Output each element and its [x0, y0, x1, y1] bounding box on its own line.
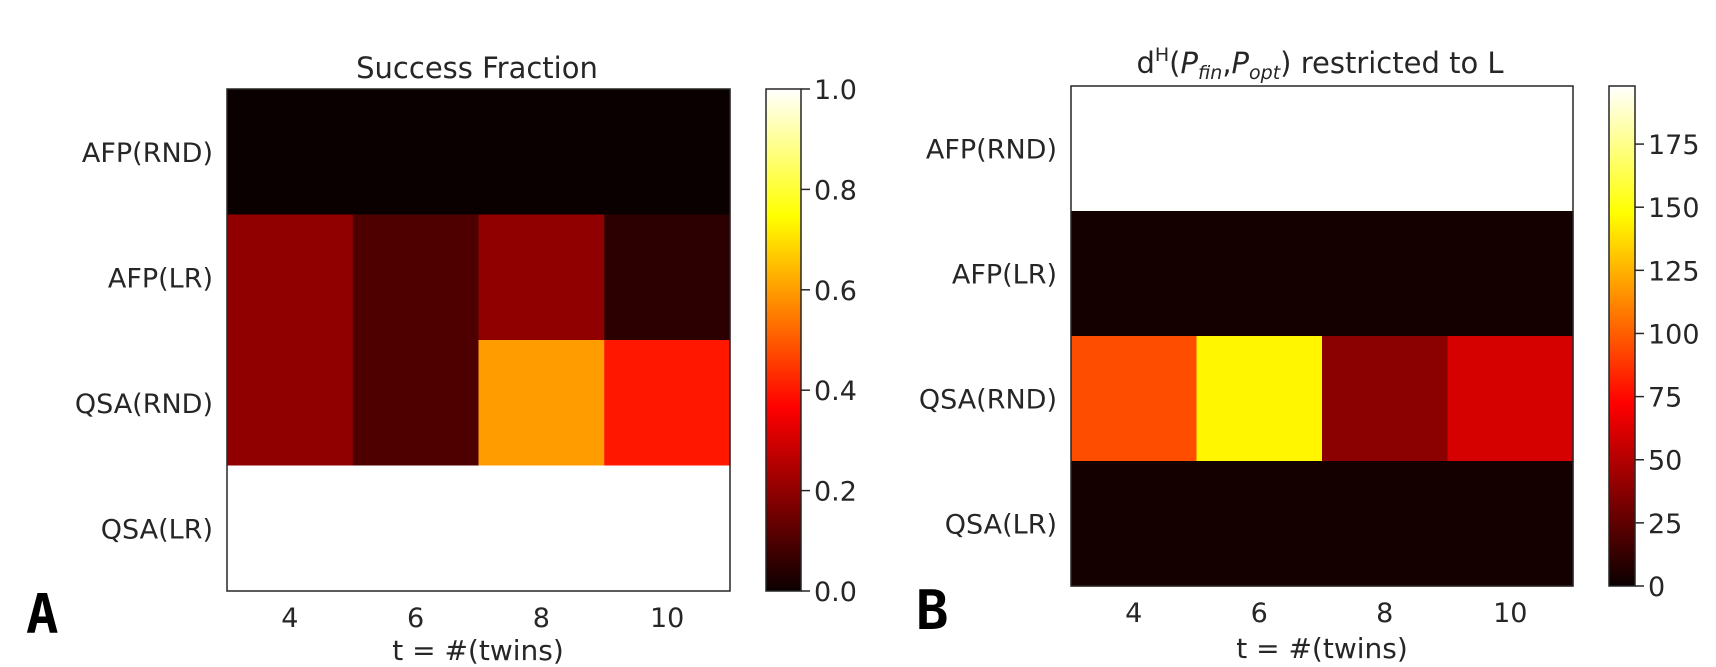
panel-a-y-axis: AFP(RND) AFP(LR) QSA(RND) QSA(LR)	[75, 138, 213, 546]
panel-a-cell-r0-c0	[227, 89, 354, 216]
panel-b-cell-r0-c3	[1447, 86, 1574, 212]
panel-b-cell-r1-c0	[1071, 211, 1198, 337]
panel-b-cell-r3-c0	[1071, 461, 1198, 587]
panel-a: Success Fraction AFP(RND) AFP(LR) QSA(RND)…	[26, 51, 857, 667]
panel-b-cell-r1-c1	[1196, 211, 1323, 337]
panel-a-x-axis: 4 6 8 10	[281, 603, 684, 634]
panel-b-plot-frame	[1070, 85, 1574, 587]
panel-a-letter: A	[26, 583, 59, 646]
panel-b-letter: B	[916, 579, 949, 642]
panel-a-colorbar-tick-label: 0.4	[814, 376, 857, 407]
panel-b-colorbar-tick-label: 150	[1648, 193, 1700, 224]
panel-a-cell-r2-c0	[227, 340, 354, 467]
panel-a-y-tick-label: QSA(LR)	[101, 514, 213, 545]
panel-a-heatmap-cells	[227, 89, 731, 592]
panel-b-colorbar-tick-label: 25	[1648, 509, 1682, 540]
panel-a-cell-r2-c3	[604, 340, 731, 467]
panel-b-cell-r0-c2	[1322, 86, 1449, 212]
panel-b-colorbar-tick-label: 175	[1648, 130, 1700, 161]
panel-b: dH(Pfin,Popt) restricted to L AFP(RND)AF…	[916, 44, 1700, 665]
panel-a-y-tick-label: QSA(RND)	[75, 389, 213, 420]
panel-b-cell-r3-c1	[1196, 461, 1323, 587]
panel-b-y-tick-label: QSA(LR)	[945, 510, 1057, 541]
panel-a-cell-r0-c3	[604, 89, 731, 216]
panel-a-cell-r3-c0	[227, 465, 354, 592]
panel-b-cell-r0-c1	[1196, 86, 1323, 212]
panel-a-cell-r3-c3	[604, 465, 731, 592]
panel-b-colorbar-tick-label: 125	[1648, 256, 1700, 287]
panel-b-y-tick-label: QSA(RND)	[919, 385, 1057, 416]
panel-a-cell-r1-c3	[604, 214, 731, 341]
panel-a-colorbar-tick-label: 0.2	[814, 477, 857, 508]
panel-b-cell-r1-c3	[1447, 211, 1574, 337]
panel-a-cell-r1-c0	[227, 214, 354, 341]
panel-b-y-tick-label: AFP(LR)	[952, 260, 1057, 291]
panel-b-cell-r3-c2	[1322, 461, 1449, 587]
panel-a-colorbar	[765, 88, 802, 592]
panel-a-cell-r1-c2	[478, 214, 605, 341]
panel-b-colorbar	[1608, 85, 1636, 587]
panel-b-y-tick-label: AFP(RND)	[926, 135, 1057, 166]
panel-b-x-tick-label: 6	[1251, 598, 1268, 629]
panel-b-colorbar-ticks: 0 25 50 75 100 125 150 175	[1635, 130, 1700, 603]
panel-b-cell-r2-c3	[1447, 336, 1574, 462]
panel-a-colorbar-tick-label: 0.0	[814, 577, 857, 608]
panel-a-colorbar-tick-label: 0.6	[814, 276, 857, 307]
panel-b-x-axis-label: t = #(twins)	[1236, 632, 1408, 665]
panel-a-y-tick-label: AFP(LR)	[108, 263, 213, 294]
panel-b-cell-r3-c3	[1447, 461, 1574, 587]
panel-b-title-comma: ,	[1222, 46, 1231, 80]
panel-a-cell-r0-c2	[478, 89, 605, 216]
panel-a-cell-r1-c1	[352, 214, 480, 341]
panel-b-x-tick-label: 4	[1125, 598, 1142, 629]
panel-b-x-tick-label: 10	[1493, 598, 1527, 629]
panel-b-x-tick-label: 8	[1376, 598, 1393, 629]
panel-b-colorbar-tick-label: 50	[1648, 446, 1682, 477]
panel-b-title-fin-subscript: fin	[1198, 62, 1222, 84]
panel-b-title-p-opt: P	[1232, 46, 1250, 80]
panel-b-cell-r2-c1	[1196, 336, 1323, 462]
panel-a-plot-frame	[226, 88, 731, 592]
panel-a-cell-r2-c2	[478, 340, 605, 467]
panel-b-y-axis: AFP(RND) AFP(LR) QSA(RND) QSA(LR)	[919, 135, 1057, 541]
panel-a-colorbar-ticks: 0.0 0.2 0.4 0.6 0.8 1.0	[801, 75, 857, 608]
panel-a-cell-r0-c1	[352, 89, 480, 216]
panel-b-title-d: d	[1136, 46, 1154, 80]
panel-b-cell-r2-c2	[1322, 336, 1449, 462]
panel-a-y-tick-label: AFP(RND)	[82, 138, 213, 169]
panel-a-x-tick-label: 8	[533, 603, 550, 634]
panel-b-cell-r1-c2	[1322, 211, 1449, 337]
panel-b-title-open-paren: (	[1169, 46, 1180, 80]
panel-a-x-tick-label: 10	[650, 603, 684, 634]
panel-b-title: dH(Pfin,Popt) restricted to L	[1136, 44, 1503, 84]
panel-a-colorbar-tick-label: 1.0	[814, 75, 857, 106]
panel-b-title-superscript-h: H	[1155, 44, 1169, 66]
panel-a-x-tick-label: 4	[281, 603, 298, 634]
panel-b-x-axis: 4 6 8 10	[1125, 598, 1527, 629]
panel-b-cell-r0-c0	[1071, 86, 1198, 212]
panel-b-title-p-fin: P	[1180, 46, 1198, 80]
panel-b-title-opt-subscript: opt	[1249, 62, 1282, 84]
panel-b-colorbar-tick-label: 0	[1648, 572, 1665, 603]
panel-b-colorbar-tick-label: 100	[1648, 319, 1700, 350]
panel-a-x-axis-label: t = #(twins)	[392, 634, 564, 667]
panel-a-x-tick-label: 6	[407, 603, 424, 634]
panel-b-heatmap-cells	[1071, 86, 1574, 587]
panel-a-cell-r3-c2	[478, 465, 605, 592]
panel-b-colorbar-tick-label: 75	[1648, 383, 1682, 414]
panel-a-cell-r3-c1	[352, 465, 480, 592]
panel-b-cell-r2-c0	[1071, 336, 1198, 462]
panel-a-cell-r2-c1	[352, 340, 480, 467]
panel-b-title-rest: ) restricted to L	[1280, 46, 1503, 80]
panel-a-colorbar-tick-label: 0.8	[814, 175, 857, 206]
panel-a-title: Success Fraction	[356, 51, 598, 85]
